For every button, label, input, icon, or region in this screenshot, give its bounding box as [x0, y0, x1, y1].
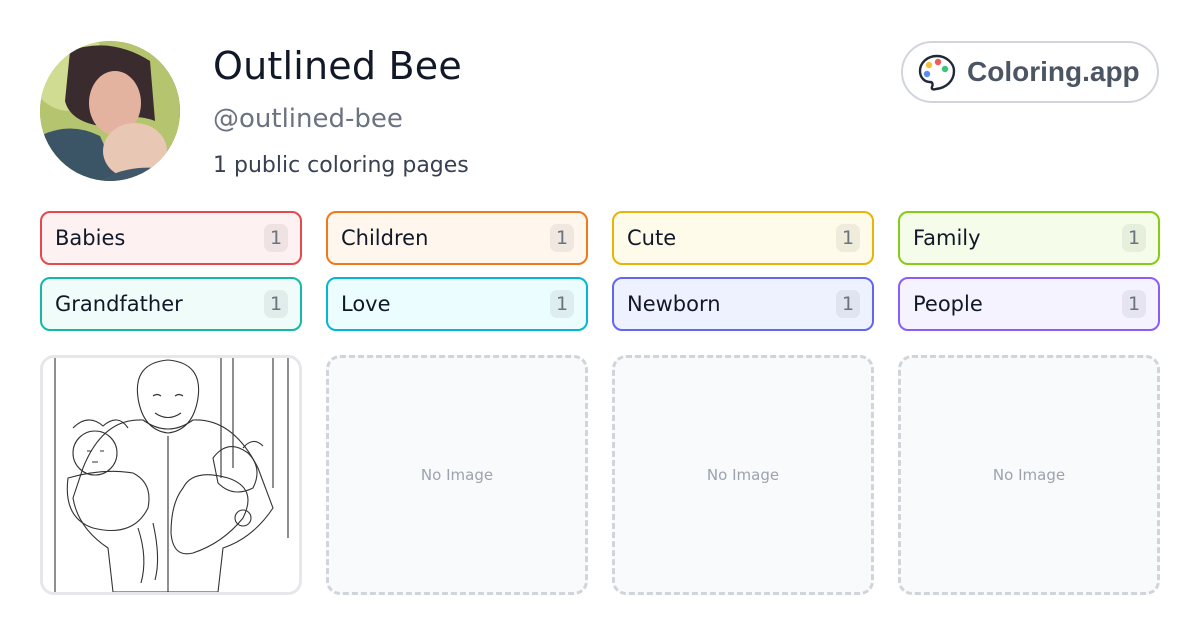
tag-people[interactable]: People 1: [898, 277, 1160, 331]
tag-cute[interactable]: Cute 1: [612, 211, 874, 265]
tag-list: Babies 1 Children 1 Cute 1 Family 1 Gran…: [40, 211, 1160, 331]
coloring-page-card[interactable]: [40, 355, 302, 595]
brand-button[interactable]: Coloring.app: [901, 41, 1159, 103]
tag-newborn[interactable]: Newborn 1: [612, 277, 874, 331]
tag-count-badge: 1: [836, 290, 860, 318]
coloring-page-placeholder[interactable]: No Image: [326, 355, 588, 595]
profile-handle[interactable]: @outlined-bee: [213, 104, 403, 134]
tag-grandfather[interactable]: Grandfather 1: [40, 277, 302, 331]
tag-count-badge: 1: [1122, 224, 1146, 252]
tag-count-badge: 1: [550, 290, 574, 318]
palette-icon: [918, 54, 956, 91]
tag-label: Newborn: [627, 292, 721, 316]
tag-label: Love: [341, 292, 391, 316]
profile-name: Outlined Bee: [213, 44, 462, 88]
coloring-page-placeholder[interactable]: No Image: [898, 355, 1160, 595]
page-count: 1 public coloring pages: [213, 153, 469, 178]
no-image-label: No Image: [706, 466, 780, 484]
no-image-label: No Image: [992, 466, 1066, 484]
no-image-label: No Image: [420, 466, 494, 484]
tag-label: Cute: [627, 226, 677, 250]
tag-babies[interactable]: Babies 1: [40, 211, 302, 265]
tag-children[interactable]: Children 1: [326, 211, 588, 265]
coloring-page-grid: No Image No Image No Image: [40, 355, 1160, 595]
tag-love[interactable]: Love 1: [326, 277, 588, 331]
tag-label: Children: [341, 226, 429, 250]
profile-photo: [40, 41, 180, 181]
tag-count-badge: 1: [836, 224, 860, 252]
tag-count-badge: 1: [264, 224, 288, 252]
tag-family[interactable]: Family 1: [898, 211, 1160, 265]
avatar: [40, 41, 180, 181]
coloring-page-placeholder[interactable]: No Image: [612, 355, 874, 595]
tag-count-badge: 1: [550, 224, 574, 252]
tag-label: Grandfather: [55, 292, 183, 316]
tag-label: People: [913, 292, 983, 316]
brand-label: Coloring.app: [967, 56, 1140, 87]
tag-count-badge: 1: [264, 290, 288, 318]
tag-count-badge: 1: [1122, 290, 1146, 318]
coloring-page-thumbnail: [43, 358, 299, 592]
tag-label: Family: [913, 226, 981, 250]
tag-label: Babies: [55, 226, 126, 250]
